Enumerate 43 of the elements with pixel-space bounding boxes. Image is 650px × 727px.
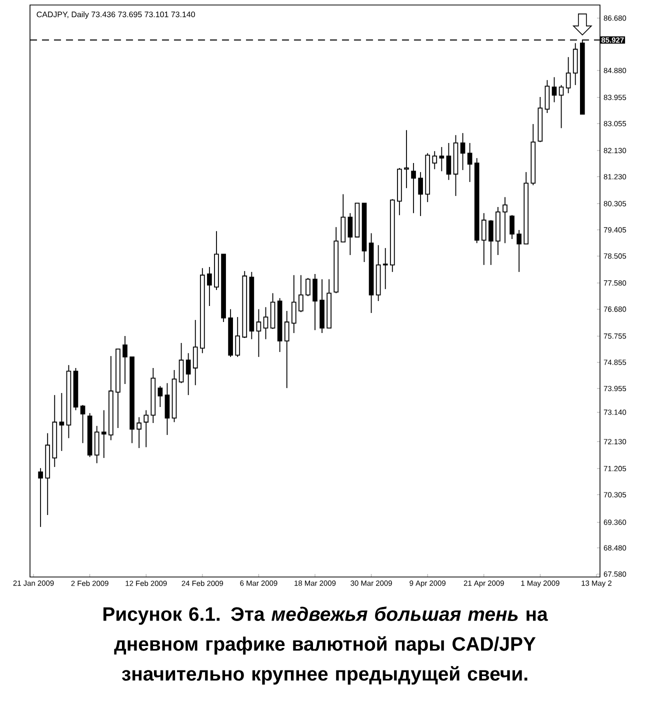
candlestick [94,425,100,464]
candlestick [488,220,494,266]
text: Рисунок 6.1. Эта медвежья большая тень на дневном графике валютной пары CAD/JPY значительно крупнее предыдущей свечи. [103,606,548,685]
candlestick [178,342,184,384]
candlestick [284,310,290,389]
candlestick [192,320,198,386]
candlestick [312,274,318,331]
candlestick [59,392,64,452]
candlestick [235,316,240,358]
candlestick [298,274,304,313]
candlestick [382,248,388,290]
candlestick [348,212,353,256]
candlestick [467,142,472,182]
candlestick [502,196,508,244]
candlestick [186,352,191,396]
candlestick [144,410,149,448]
candlestick [207,266,212,306]
candlestick [164,382,170,436]
candlestick [566,56,571,94]
candlestick [263,306,268,340]
candlestick [432,150,438,170]
candlestick [38,468,43,528]
candlestick [544,80,550,114]
candlestick [80,404,86,444]
candlestick [418,172,423,216]
candlestick [446,142,452,180]
candlestick [306,278,310,297]
candlestick [256,308,262,358]
candlestick [572,42,578,86]
candlestick [439,146,444,172]
candlestick [158,386,163,408]
candlestick [558,84,564,129]
candlestick [552,76,557,103]
candlestick [291,274,296,334]
candlestick [122,336,128,384]
candlestick [404,130,409,189]
candlestick [481,212,486,266]
candlestick [510,214,514,240]
candlestick [460,132,466,170]
candlestick [136,416,142,448]
candlestick [516,230,522,272]
candlestick [411,162,416,214]
candlestick [101,410,106,458]
